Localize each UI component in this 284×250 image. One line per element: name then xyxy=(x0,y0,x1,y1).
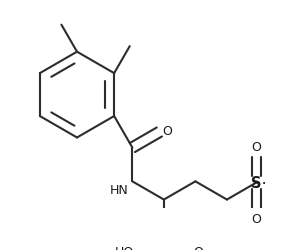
Text: HN: HN xyxy=(110,183,128,196)
Text: O: O xyxy=(162,125,172,138)
Text: O: O xyxy=(251,140,261,153)
Text: O: O xyxy=(193,245,203,250)
Text: O: O xyxy=(251,212,261,226)
Text: HO: HO xyxy=(115,245,134,250)
Text: S: S xyxy=(251,176,262,190)
